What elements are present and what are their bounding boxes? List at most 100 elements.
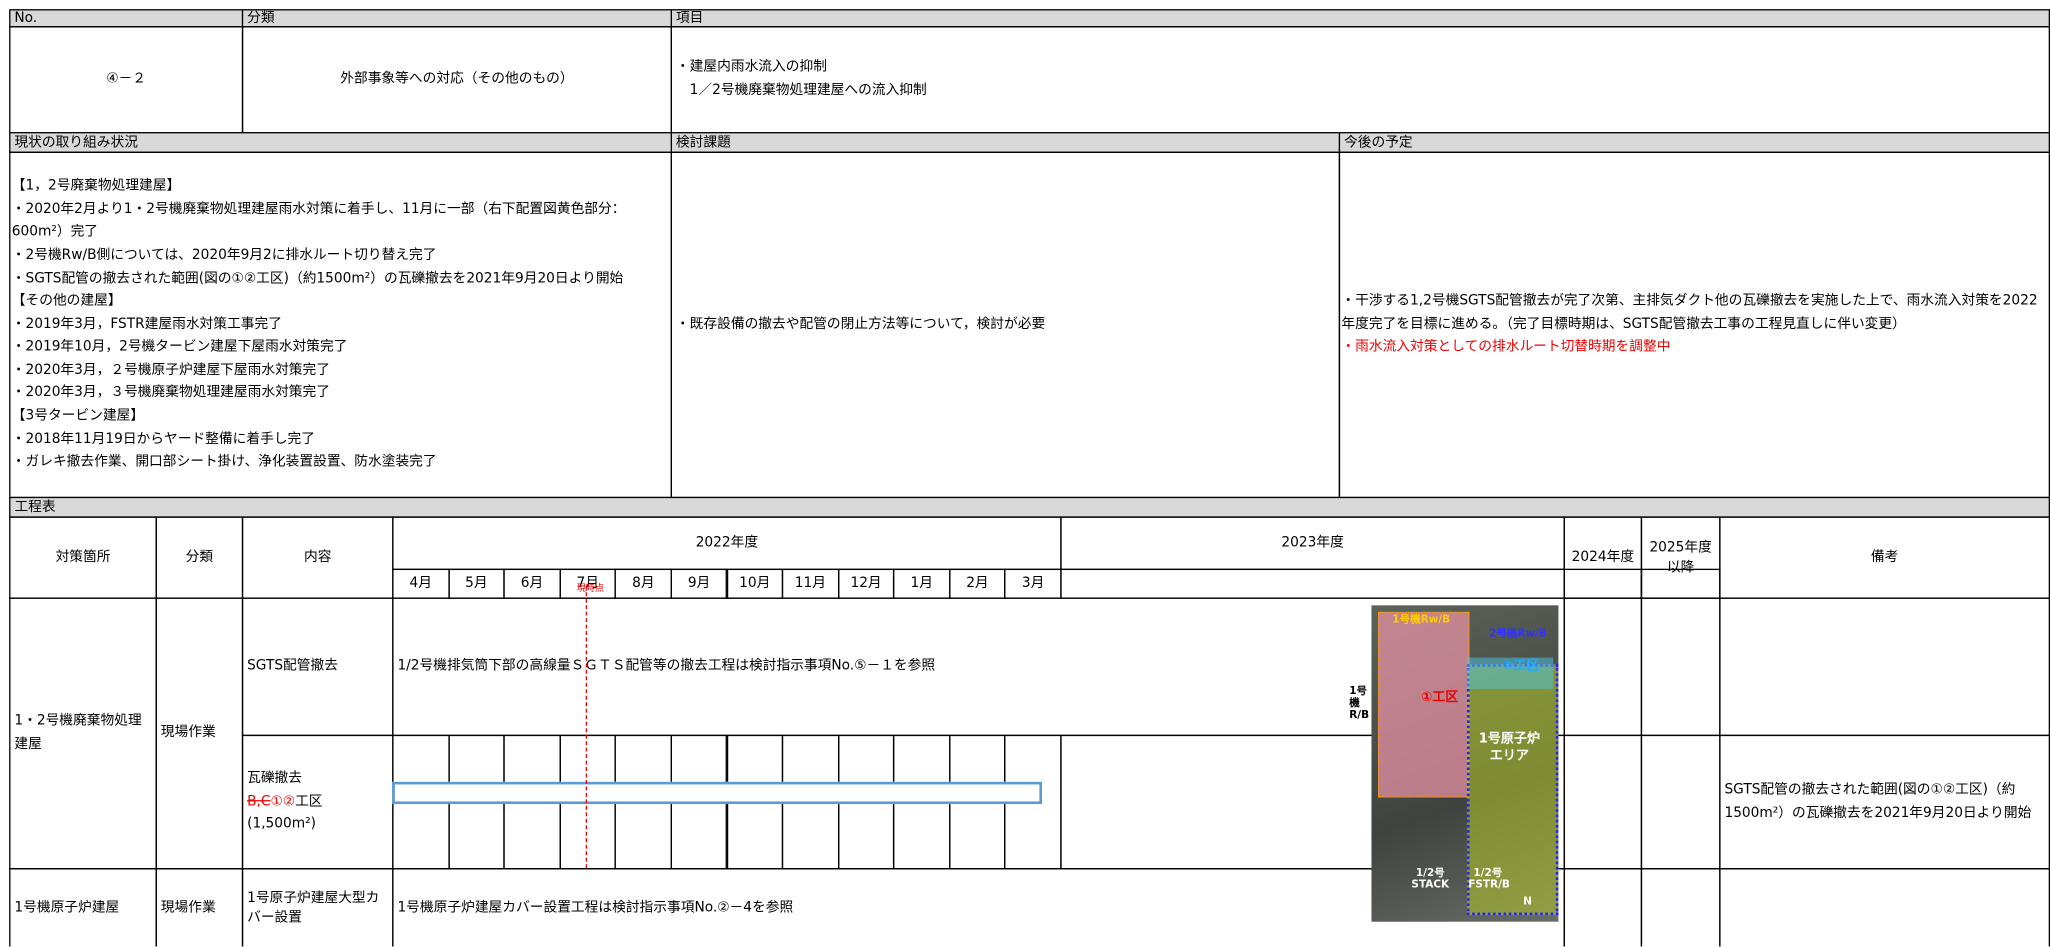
header-text: 2024年度 [1571, 548, 1635, 565]
content-text: (1,500m²) [247, 816, 317, 832]
sched-header [1640, 568, 1721, 599]
photo-label: 2号機Rw/B [1489, 627, 1547, 640]
header-text: 今後の予定 [1344, 134, 1413, 150]
status-header: 今後の予定 [1338, 132, 2050, 153]
status-line: 【1，2号廃棄物処理建屋】 [11, 177, 181, 194]
content-text: 工区 [295, 793, 323, 809]
header-text: 分類 [185, 548, 214, 565]
struck-text: B,C [247, 793, 271, 809]
status-line: ・2020年2月より1・2号機廃棄物処理建屋雨水対策に着手し、11月に一部（右下… [11, 200, 626, 240]
remarks-cell [1719, 597, 2050, 737]
note-text: 1/2号機排気筒下部の高線量ＳＧＴＳ配管等の撤去工程は検討指示事項No.⑤－１を… [397, 657, 936, 674]
month-cell: 8月 [614, 568, 672, 599]
status-line: ・2018年11月19日からヤード整備に着手し完了 [11, 431, 316, 447]
location-text: 1号機原子炉建屋 [14, 899, 120, 915]
remarks-text: SGTS配管の撤去された範囲(図の①②工区)（約1500m²）の瓦礫撤去を202… [1724, 781, 2032, 821]
sched-header: 2025年度以降 [1640, 516, 1721, 599]
location: 1・2号機廃棄物処理建屋 [9, 597, 157, 870]
month-cell: 3月 [1004, 568, 1062, 599]
status-header: 検討課題 [670, 132, 1341, 153]
header-text: 2022年度 [695, 534, 759, 551]
sched-header: 内容 [241, 516, 394, 599]
photo-label: 1/2号FSTR/B [1468, 866, 1510, 891]
photo-label: 1号原子炉エリア [1478, 732, 1541, 764]
sched-header: 備考 [1719, 516, 2050, 599]
month-cell: 5月 [447, 568, 505, 599]
content-text: 瓦礫撤去 [247, 770, 303, 786]
content-text: 1号原子炉建屋大型カバー設置 [247, 889, 380, 925]
status-line: ・2019年3月，FSTR建屋雨水対策工事完了 [11, 316, 282, 332]
photo-label: 1号機R/B [1349, 685, 1370, 721]
status-header: 現状の取り組み状況 [9, 132, 673, 153]
month-cell: 2月 [948, 568, 1006, 599]
sched-header: 2023年度 [1060, 516, 1565, 571]
plan-note: ・雨水流入対策としての排水ルート切替時期を調整中 [1341, 339, 1671, 355]
location: 1号機原子炉建屋 [9, 868, 157, 947]
empty-cell [1719, 868, 2050, 947]
header-cell: 項目 [670, 9, 2050, 28]
category: 現場作業 [155, 868, 244, 947]
empty-cell [1563, 597, 1643, 737]
item-line: ・建屋内雨水流入の抑制 [675, 59, 827, 76]
month-label: 7月 [576, 574, 599, 591]
now-label: 現時点 [576, 583, 605, 594]
month-label: 11月 [794, 574, 827, 591]
photo-label: N [1523, 895, 1532, 908]
month-label: 4月 [409, 574, 432, 591]
current-status: 【1，2号廃棄物処理建屋】・2020年2月より1・2号機廃棄物処理建屋雨水対策に… [9, 151, 673, 499]
header-text: 項目 [675, 9, 704, 26]
month-cell: 6月 [503, 568, 561, 599]
month-cell: 9月 [670, 568, 728, 599]
sched-header: 対策箇所 [9, 516, 157, 599]
zone-1-area [1377, 611, 1470, 798]
red-text: ①② [270, 793, 296, 809]
header-text: 現状の取り組み状況 [14, 134, 138, 150]
photo-label: ②工区 [1502, 658, 1540, 674]
month-label: 6月 [520, 574, 544, 591]
summary-item: ・建屋内雨水流入の抑制 1／2号機廃棄物処理建屋への流入抑制 [670, 26, 2050, 134]
location-text: 1・2号機廃棄物処理建屋 [14, 713, 142, 752]
header-text: No. [14, 9, 38, 26]
month-cell: 1月 [893, 568, 951, 599]
month-label: 5月 [465, 574, 488, 591]
summary-text: 外部事象等への対応（その他のもの） [340, 70, 574, 87]
content-text: SGTS配管撤去 [247, 657, 338, 674]
status-line: ・2号機Rw/B側については、2020年9月2に排水ルート切り替え完了 [11, 246, 437, 263]
summary-category: 外部事象等への対応（その他のもの） [241, 26, 673, 134]
status-line: ・2020年3月，３号機廃棄物処理建屋雨水対策完了 [11, 385, 330, 401]
sched-header: 2022年度 [392, 516, 1062, 571]
category-text: 現場作業 [160, 899, 216, 915]
month-cell: 12月 [837, 568, 895, 599]
summary-text: ④－２ [106, 70, 147, 87]
empty-cell [1563, 734, 1643, 870]
plan: ・干渉する1,2号機SGTS配管撤去が完了次第、主排気ダクト他の瓦礫撤去を実施し… [1338, 151, 2050, 499]
category-text: 現場作業 [160, 724, 216, 741]
empty-cell [1563, 868, 1643, 947]
month-cell: 10月 [726, 568, 784, 599]
status-line: 【その他の建屋】 [11, 293, 122, 309]
photo-label: 1号機Rw/B [1392, 613, 1451, 625]
content: SGTS配管撤去 [241, 597, 394, 737]
sched-header: 分類 [155, 516, 244, 599]
header-text: 検討課題 [675, 134, 731, 150]
header-text: 対策箇所 [55, 548, 111, 565]
content-line: B,C①②工区 [247, 791, 322, 814]
status-line: ・2020年3月，２号機原子炉建屋下屋雨水対策完了 [11, 362, 330, 378]
item-line: 1／2号機廃棄物処理建屋への流入抑制 [675, 82, 927, 99]
content: 1号原子炉建屋大型カバー設置 [241, 868, 394, 947]
empty-cell [1640, 734, 1721, 870]
header-text: 工程表 [14, 498, 56, 515]
header-cell: 分類 [241, 9, 673, 28]
note-text: 1号機原子炉建屋カバー設置工程は検討指示事項No.②－4を参照 [397, 899, 794, 915]
issues-text: ・既存設備の撤去や配管の閉止方法等について，検討が必要 [675, 316, 1046, 332]
header-cell: No. [9, 9, 244, 28]
sched-header [1563, 568, 1643, 599]
zone-2-top [1466, 657, 1554, 689]
sched-header [1060, 568, 1565, 599]
status-line: ・ガレキ撤去作業、開口部シート掛け、浄化装置設置、防水塗装完了 [11, 454, 437, 470]
issues: ・既存設備の撤去や配管の閉止方法等について，検討が必要 [670, 151, 1341, 499]
month-label: 1月 [910, 574, 933, 591]
summary-no: ④－２ [9, 26, 244, 134]
month-label: 12月 [850, 574, 882, 591]
month-label: 3月 [1021, 574, 1045, 591]
